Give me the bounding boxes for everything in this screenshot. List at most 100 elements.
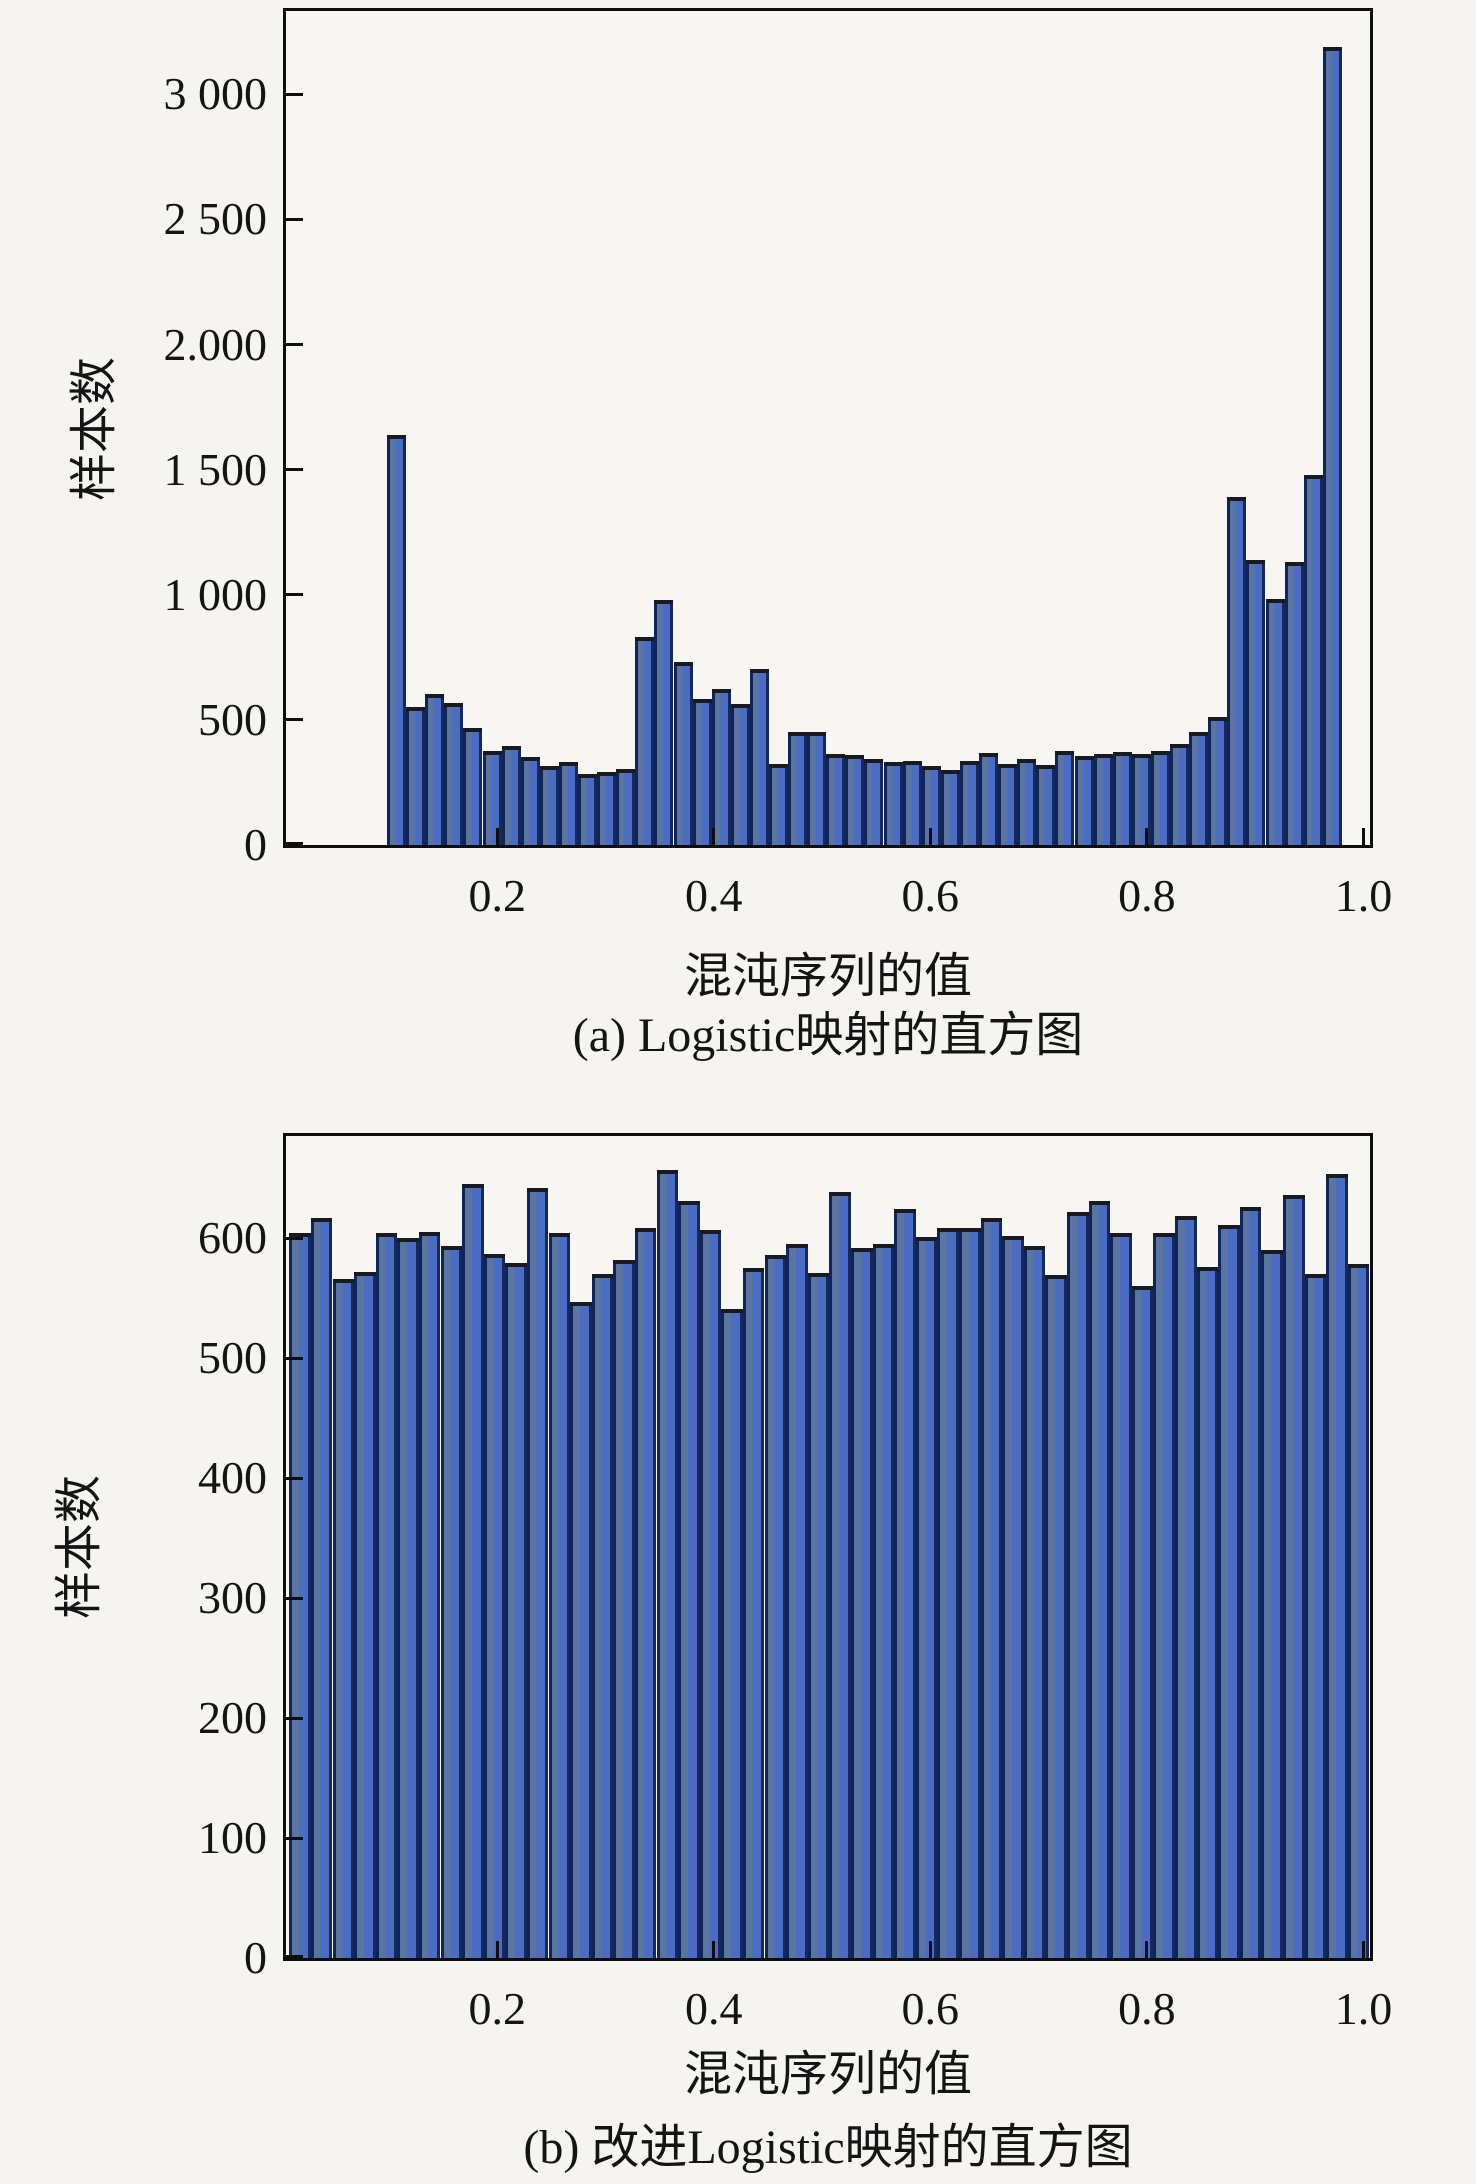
histogram-bar	[764, 1254, 787, 1958]
histogram-bar	[397, 1238, 419, 1958]
y-tick-mark	[286, 1356, 303, 1360]
x-tick-label: 0.6	[901, 870, 960, 921]
x-tick-mark	[712, 1941, 716, 1958]
histogram-bar	[1170, 743, 1190, 845]
plot-area-b	[283, 1133, 1373, 1961]
histogram-bar	[1284, 562, 1304, 845]
histogram-bar	[1055, 750, 1075, 845]
histogram-bar	[788, 732, 808, 845]
histogram-bar	[937, 1228, 959, 1958]
histogram-bar	[826, 753, 846, 845]
x-tick-label: 0.4	[685, 1983, 743, 2034]
histogram-bar	[711, 688, 731, 845]
y-tick-label: 1 500	[163, 443, 268, 495]
x-tick-label: 0.4	[685, 870, 743, 921]
histogram-bar	[1265, 598, 1285, 845]
histogram-bar	[1131, 753, 1151, 845]
histogram-bar	[769, 763, 789, 845]
histogram-bar	[829, 1192, 851, 1958]
y-tick-mark	[286, 593, 303, 597]
x-tick-mark	[495, 828, 499, 845]
histogram-bar	[721, 1308, 743, 1958]
y-tick-mark	[286, 92, 303, 96]
histogram-bar	[730, 703, 750, 845]
y-tick-mark	[286, 1836, 303, 1840]
histogram-bar	[1347, 1264, 1370, 1958]
y-tick-mark	[286, 1596, 303, 1600]
histogram-bar	[1110, 1233, 1132, 1958]
histogram-bar	[1196, 1266, 1219, 1958]
histogram-bar	[915, 1236, 938, 1958]
histogram-bar	[1246, 559, 1266, 845]
x-tick-mark	[1145, 1941, 1149, 1958]
x-tick-label: 1.0	[1334, 1983, 1393, 2034]
x-tick-label: 1.0	[1334, 870, 1393, 921]
histogram-bar	[354, 1271, 376, 1958]
histogram-bar	[851, 1247, 873, 1958]
x-tick-mark	[928, 828, 932, 845]
histogram-bar	[1002, 1235, 1024, 1958]
histogram-bar	[1112, 752, 1132, 845]
histogram-bar	[1208, 717, 1228, 845]
histogram-bar	[749, 668, 769, 845]
histogram-bar	[1326, 1174, 1348, 1958]
y-tick-mark	[286, 468, 303, 472]
histogram-bar	[613, 1259, 635, 1958]
histogram-bar	[1017, 758, 1037, 845]
histogram-bar	[1239, 1206, 1262, 1958]
histogram-bar	[998, 763, 1018, 845]
y-tick-label: 200	[198, 1692, 267, 1743]
histogram-bar	[375, 1233, 398, 1958]
histogram-bar	[418, 1232, 441, 1958]
histogram-bar	[692, 698, 712, 845]
y-tick-label: 400	[198, 1452, 267, 1503]
y-tick-label: 0	[244, 1932, 267, 1983]
y-tick-label: 1 000	[163, 568, 268, 620]
histogram-bar	[1067, 1211, 1089, 1958]
histogram-bar	[462, 1184, 484, 1958]
histogram-bar	[591, 1274, 614, 1958]
x-tick-mark	[1145, 828, 1149, 845]
caption-a: (a) Logistic映射的直方图	[572, 1009, 1084, 1062]
x-tick-mark	[1362, 1941, 1365, 1958]
histogram-bar	[440, 1246, 463, 1958]
histogram-bar	[678, 1200, 700, 1958]
histogram-bar	[902, 760, 922, 845]
histogram-bar	[959, 761, 979, 845]
y-tick-label: 3 000	[163, 68, 268, 120]
histogram-bar	[501, 746, 521, 845]
y-tick-label: 500	[198, 693, 267, 745]
histogram-bar	[1303, 474, 1323, 845]
histogram-bar	[872, 1244, 895, 1958]
histogram-bar	[539, 765, 559, 845]
histogram-bar	[425, 693, 445, 845]
y-tick-label: 600	[198, 1212, 267, 1263]
histogram-bar	[883, 762, 903, 845]
y-tick-label: 300	[198, 1572, 267, 1623]
histogram-bar	[1093, 753, 1113, 845]
histogram-bar	[578, 773, 598, 845]
histogram-bar	[616, 768, 636, 845]
histogram-bar	[654, 599, 674, 845]
histogram-bar	[1227, 497, 1247, 845]
x-tick-label: 0.8	[1118, 1983, 1176, 2034]
histogram-bar	[387, 434, 407, 845]
histogram-bar	[656, 1169, 679, 1958]
x-tick-mark	[495, 1941, 499, 1958]
histogram-bar	[570, 1301, 592, 1958]
y-tick-label: 0	[244, 819, 267, 870]
x-tick-label: 0.2	[468, 1983, 526, 2034]
histogram-bar	[1074, 756, 1094, 845]
histogram-bar	[1150, 750, 1170, 845]
histogram-bar	[1283, 1194, 1305, 1958]
x-tick-label: 0.8	[1118, 870, 1176, 921]
histogram-bar	[444, 703, 464, 845]
histogram-bar	[1322, 46, 1342, 845]
y-tick-label: 2.000	[163, 318, 268, 370]
histogram-bar	[558, 761, 578, 845]
histogram-bar	[1036, 765, 1056, 845]
histogram-bar	[864, 758, 884, 845]
histogram-bar	[1189, 732, 1209, 845]
histogram-bar	[289, 1233, 311, 1958]
